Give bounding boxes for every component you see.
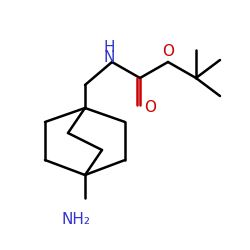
Text: O: O (144, 100, 156, 114)
Text: NH₂: NH₂ (62, 212, 90, 228)
Text: O: O (162, 44, 174, 60)
Text: H: H (103, 40, 115, 54)
Text: N: N (103, 50, 115, 64)
